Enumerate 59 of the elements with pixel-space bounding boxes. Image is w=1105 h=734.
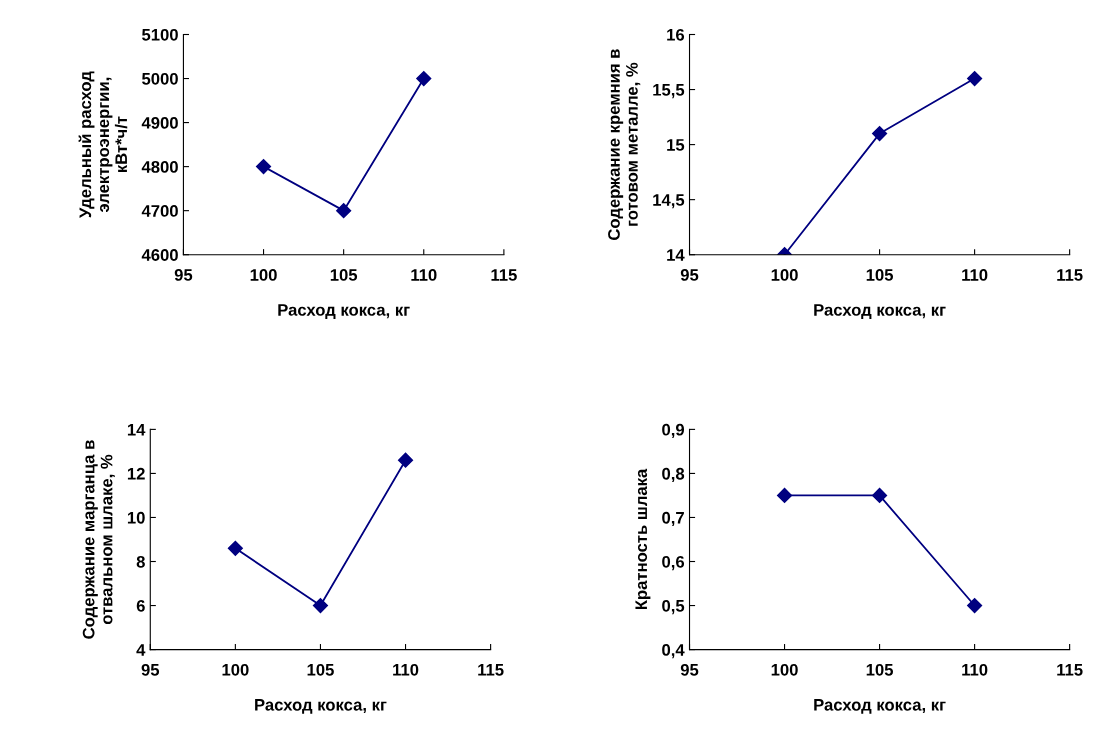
point xyxy=(397,452,414,468)
y-tick-label: 0,5 xyxy=(662,599,685,615)
x-tick-label: 95 xyxy=(141,663,160,676)
y-tick-label: 8 xyxy=(136,555,145,568)
x-tick-label: 105 xyxy=(866,269,894,281)
y-tick-label: 16 xyxy=(667,28,685,41)
point xyxy=(227,540,243,556)
x-tick-label: 110 xyxy=(962,269,988,281)
point xyxy=(255,159,272,175)
point xyxy=(872,126,888,142)
x-tick-label: 100 xyxy=(250,269,277,281)
x-axis-title: Расход кокса, кг xyxy=(814,699,946,714)
point xyxy=(336,203,352,219)
y-tick-label: 14 xyxy=(127,423,146,436)
y-tick-label: 14 xyxy=(667,249,685,261)
y-tick-label: 0,6 xyxy=(662,555,685,571)
x-axis-title: Расход кокса, кг xyxy=(255,699,387,714)
y-tick-label: 12 xyxy=(127,467,145,480)
x-tick-label: 95 xyxy=(680,269,699,281)
x-tick-label: 110 xyxy=(411,269,437,281)
x-tick-label: 115 xyxy=(491,269,517,281)
point xyxy=(312,597,329,614)
y-tick-label: 4700 xyxy=(141,205,178,217)
x-axis-title: Расход кокса, кг xyxy=(278,304,410,319)
y-tick-label: 15 xyxy=(667,139,685,151)
y-tick-label: 4 xyxy=(136,644,146,656)
y-tick-label: 0,4 xyxy=(662,643,685,659)
y-tick-label: 4900 xyxy=(141,116,178,129)
x-tick-label: 100 xyxy=(771,663,798,676)
y-tick-label: 10 xyxy=(127,511,145,524)
y-tick-label: 6 xyxy=(136,599,145,612)
x-tick-label: 100 xyxy=(222,663,249,676)
y-axis-title: Кратность шлака xyxy=(635,468,651,610)
y-tick-label: 4800 xyxy=(141,161,178,173)
y-tick-label: 0,9 xyxy=(662,423,685,439)
y-tick-label: 5100 xyxy=(142,28,178,41)
x-tick-label: 105 xyxy=(330,269,358,281)
x-tick-label: 110 xyxy=(962,663,988,676)
x-tick-label: 100 xyxy=(771,269,798,281)
x-tick-label: 115 xyxy=(1057,664,1083,676)
y-tick-label: 4600 xyxy=(141,249,178,261)
x-tick-label: 115 xyxy=(478,664,504,676)
x-tick-label: 95 xyxy=(680,663,699,676)
x-tick-label: 110 xyxy=(393,663,419,676)
y-axis-title: Удельный расход электроэнергии, кВт*ч/т xyxy=(78,71,128,219)
y-tick-label: 15,5 xyxy=(653,84,685,99)
y-axis-title: Содержание марганца в отвальном шлаке, % xyxy=(82,440,115,639)
y-axis-title: Содержание кремния в готовом металле, % xyxy=(608,49,641,240)
x-tick-label: 115 xyxy=(1057,269,1083,281)
x-tick-label: 105 xyxy=(866,663,894,676)
x-tick-label: 95 xyxy=(174,269,193,281)
y-tick-label: 5000 xyxy=(142,72,178,85)
point xyxy=(967,70,983,87)
y-tick-label: 0,7 xyxy=(662,511,684,527)
point xyxy=(416,70,432,87)
x-tick-label: 105 xyxy=(307,663,334,676)
y-tick-label: 14,5 xyxy=(653,194,685,209)
x-axis-title: Расход кокса, кг xyxy=(814,304,946,319)
y-tick-label: 0,8 xyxy=(662,467,685,483)
